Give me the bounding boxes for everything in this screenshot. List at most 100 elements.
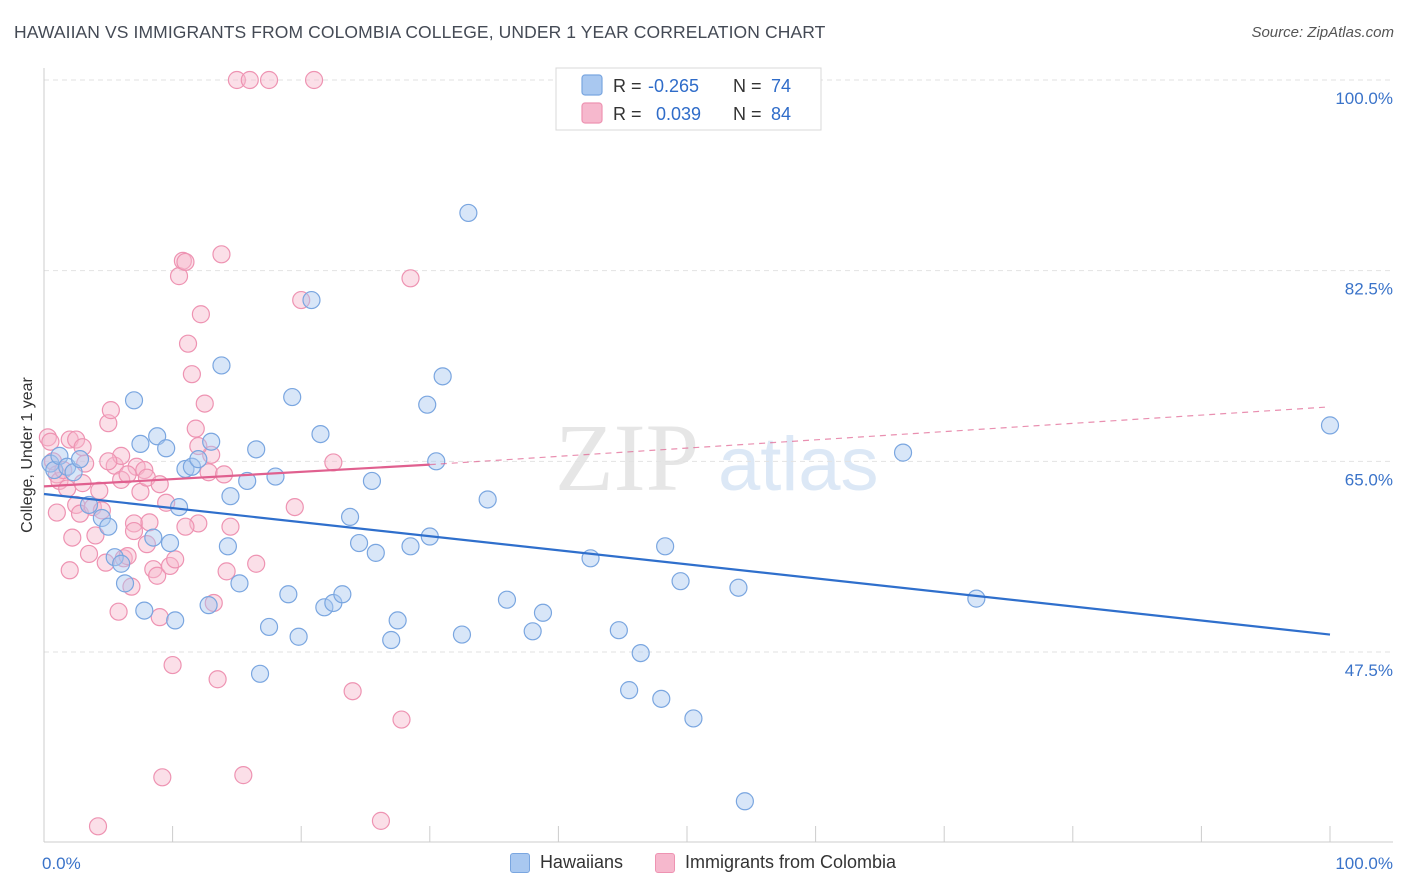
legend-n-label-2: N = [733,104,762,124]
hawaiians-point-22 [182,457,201,476]
hawaiians-point-5 [70,450,90,469]
colombia-point-77 [137,535,156,554]
legend-r-label-2: R = [613,104,642,124]
colombia-point-22 [109,602,128,621]
colombia-point-79 [176,517,195,536]
trend-lines [43,406,1331,636]
colombia-point-36 [153,768,172,787]
y-tick-label-0: 47.5% [1345,661,1393,680]
hawaiians-trend-line [43,492,1331,636]
x-tick-label-0: 0.0% [42,854,81,873]
bottom-legend: Hawaiians Immigrants from Colombia [0,852,1406,873]
bottom-legend-label-hawaiians: Hawaiians [539,852,623,872]
legend-n-label-1: N = [733,76,762,96]
y-tick-label-2: 82.5% [1345,280,1393,299]
colombia-point-43 [176,252,195,272]
hawaiians-point-43 [340,507,360,526]
watermark-zip: ZIP [555,404,699,511]
hawaiians-point-18 [160,533,180,553]
legend-r-value-2: 0.039 [656,104,701,124]
colombia-point-34 [148,566,167,585]
colombia-point-65 [324,453,343,472]
watermark-atlas: atlas [718,422,879,507]
hawaiians-point-45 [362,471,382,491]
hawaiians-point-35 [279,585,298,604]
colombia-point-73 [67,430,86,449]
hawaiians-point-55 [459,203,478,223]
hawaiians-point-68 [729,578,748,597]
hawaiians-point-62 [620,681,639,700]
y-tick-label-3: 100.0% [1335,89,1393,108]
hawaiians-point-47 [382,630,401,650]
chart-title: HAWAIIAN VS IMMIGRANTS FROM COLOMBIA COL… [14,22,826,42]
colombia-point-39 [163,655,182,675]
hawaiians-point-40 [315,598,334,617]
colombia-point-72 [60,561,79,580]
colombia-point-32 [140,513,159,532]
grid-lines [44,79,1393,653]
hawaiians-point-12 [124,391,144,410]
hawaiians-point-71 [967,589,986,608]
hawaiians-point-26 [212,356,231,375]
hawaiians-point-50 [418,395,437,414]
series-colombia-points [38,70,420,836]
bottom-legend-label-colombia: Immigrants from Colombia [684,852,897,872]
watermark: ZIP atlas [555,404,879,511]
colombia-point-76 [124,521,144,541]
axes [43,68,1393,843]
hawaiians-point-59 [533,603,553,622]
hawaiians-point-9 [105,548,124,567]
colombia-point-35 [150,608,169,627]
x-tick-label-1: 100.0% [1335,854,1393,873]
colombia-point-64 [304,70,324,90]
hawaiians-point-54 [452,625,472,644]
hawaiians-point-29 [230,574,249,593]
colombia-point-8 [63,528,82,547]
colombia-point-18 [96,553,115,572]
y-tick-label-1: 65.0% [1345,470,1393,489]
hawaiians-point-6 [79,495,99,515]
hawaiians-point-38 [302,290,321,310]
colombia-point-55 [217,562,236,581]
hawaiians-point-48 [388,611,407,630]
colombia-point-78 [150,475,169,494]
hawaiians-point-39 [311,424,330,444]
colombia-point-46 [186,419,205,438]
colombia-point-74 [73,438,92,457]
hawaiians-point-32 [250,664,270,683]
hawaiians-point-10 [112,554,131,573]
bottom-legend-swatch-blue [509,852,530,873]
hawaiians-point-33 [259,617,279,637]
tick-labels: 47.5% 65.0% 82.5% 100.0% 0.0% 100.0% [42,89,1393,873]
legend-box: R = -0.265 N = 74 R = 0.039 N = 84 [555,67,822,131]
colombia-point-13 [79,544,99,564]
colombia-point-40 [166,550,185,569]
hawaiians-point-44 [349,533,369,553]
hawaiians-point-49 [401,537,420,556]
colombia-point-66 [343,682,362,701]
hawaiians-point-58 [523,622,542,641]
hawaiians-point-27 [218,537,237,556]
colombia-point-68 [392,710,411,729]
hawaiians-point-57 [497,590,517,609]
hawaiians-point-11 [115,574,135,593]
colombia-point-60 [247,554,266,573]
colombia-point-16 [90,481,109,500]
colombia-point-49 [195,394,214,413]
legend-n-value-2: 84 [771,104,791,124]
hawaiians-point-61 [609,621,628,640]
colombia-point-6 [58,479,77,498]
colombia-point-15 [86,526,105,545]
legend-swatch-blue [581,74,603,96]
hawaiians-point-24 [199,596,218,615]
hawaiians-point-14 [135,601,154,620]
hawaiians-point-46 [366,543,385,562]
hawaiians-point-69 [735,792,754,811]
legend-r-label-1: R = [613,76,642,96]
hawaiians-point-65 [656,537,675,556]
legend-swatch-pink [581,102,603,124]
colombia-point-83 [99,452,118,471]
colombia-point-56 [221,517,240,536]
hawaiians-point-36 [283,387,302,407]
